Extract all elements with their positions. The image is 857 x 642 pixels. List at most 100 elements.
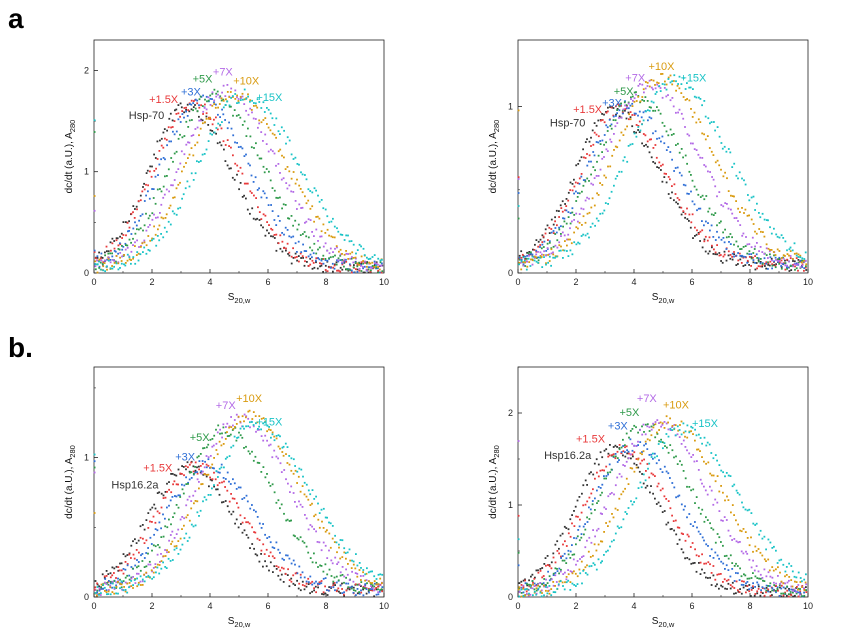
data-point bbox=[324, 232, 327, 234]
data-point bbox=[377, 588, 379, 591]
data-point bbox=[586, 500, 589, 503]
data-point bbox=[707, 577, 709, 579]
data-point bbox=[355, 257, 357, 260]
x-axis-label-sub: 20,w bbox=[658, 296, 674, 305]
data-point bbox=[309, 524, 312, 526]
data-point bbox=[277, 548, 280, 551]
data-point bbox=[601, 540, 604, 543]
data-point bbox=[644, 440, 647, 443]
data-point bbox=[552, 251, 554, 254]
data-point bbox=[671, 514, 673, 517]
data-point bbox=[294, 200, 297, 202]
data-point bbox=[356, 572, 359, 575]
data-point bbox=[236, 173, 238, 176]
data-point bbox=[537, 259, 540, 262]
data-point bbox=[580, 175, 583, 178]
data-point bbox=[620, 526, 623, 529]
data-point bbox=[535, 250, 538, 253]
data-point bbox=[255, 422, 257, 425]
data-point bbox=[692, 488, 695, 491]
data-point bbox=[196, 141, 199, 144]
data-point bbox=[704, 250, 707, 253]
data-point bbox=[113, 247, 116, 250]
y-axis-label-sub: 280 bbox=[68, 120, 77, 133]
data-point bbox=[328, 532, 331, 535]
data-point bbox=[366, 582, 368, 585]
data-point bbox=[560, 555, 562, 558]
data-point bbox=[620, 105, 622, 107]
data-point bbox=[618, 104, 620, 107]
data-point bbox=[756, 257, 759, 259]
data-point bbox=[279, 172, 281, 174]
data-point bbox=[300, 251, 303, 253]
data-point bbox=[633, 91, 636, 94]
data-point bbox=[756, 590, 759, 593]
x-tick-label: 8 bbox=[747, 601, 752, 611]
data-point bbox=[748, 508, 751, 511]
data-point bbox=[778, 595, 781, 597]
data-point bbox=[733, 587, 736, 589]
data-point bbox=[141, 553, 144, 555]
data-point bbox=[714, 585, 717, 588]
data-point bbox=[646, 145, 649, 148]
data-point bbox=[209, 129, 212, 132]
data-point bbox=[641, 142, 643, 145]
data-point bbox=[188, 153, 191, 156]
data-point bbox=[324, 544, 327, 547]
data-point bbox=[275, 501, 278, 504]
data-point bbox=[170, 184, 172, 187]
data-point bbox=[640, 486, 643, 489]
y-axis-label-sub: 280 bbox=[68, 445, 77, 458]
data-point bbox=[236, 502, 238, 505]
data-point bbox=[134, 241, 136, 244]
data-point bbox=[622, 490, 625, 493]
data-point bbox=[190, 147, 193, 149]
data-point bbox=[552, 245, 555, 248]
data-point bbox=[380, 588, 383, 591]
data-point bbox=[584, 528, 587, 531]
data-point bbox=[180, 106, 183, 109]
data-point bbox=[582, 233, 585, 236]
data-point bbox=[547, 239, 549, 241]
data-point bbox=[283, 559, 285, 561]
data-point bbox=[537, 588, 539, 591]
data-point bbox=[564, 540, 566, 543]
data-point bbox=[358, 584, 361, 586]
data-point bbox=[356, 583, 359, 586]
data-point bbox=[298, 565, 301, 568]
data-point bbox=[143, 557, 146, 559]
data-point bbox=[157, 544, 159, 546]
data-point bbox=[592, 143, 595, 146]
data-point bbox=[567, 528, 570, 531]
data-point bbox=[190, 507, 193, 510]
data-point bbox=[784, 591, 786, 594]
data-point bbox=[776, 586, 779, 589]
data-point bbox=[290, 519, 292, 522]
data-point bbox=[754, 209, 756, 211]
data-point bbox=[535, 253, 538, 256]
data-point bbox=[544, 228, 547, 231]
data-point bbox=[237, 506, 240, 509]
plot-frame bbox=[517, 39, 809, 274]
data-point bbox=[541, 241, 544, 243]
data-point bbox=[607, 455, 610, 458]
data-point bbox=[377, 573, 380, 576]
data-point bbox=[301, 540, 304, 543]
data-point bbox=[697, 506, 700, 509]
data-point bbox=[168, 117, 171, 120]
data-point bbox=[101, 257, 104, 259]
data-point bbox=[805, 269, 808, 271]
data-point bbox=[588, 565, 591, 568]
data-point bbox=[790, 585, 793, 588]
data-point bbox=[701, 132, 704, 135]
data-point bbox=[697, 153, 700, 156]
data-point bbox=[558, 228, 561, 231]
data-point bbox=[644, 87, 647, 90]
data-point bbox=[699, 437, 702, 439]
data-point bbox=[590, 206, 593, 209]
data-point bbox=[622, 445, 624, 447]
data-point bbox=[673, 74, 676, 77]
data-point bbox=[752, 550, 754, 553]
data-point bbox=[117, 268, 120, 271]
data-point bbox=[558, 567, 561, 570]
